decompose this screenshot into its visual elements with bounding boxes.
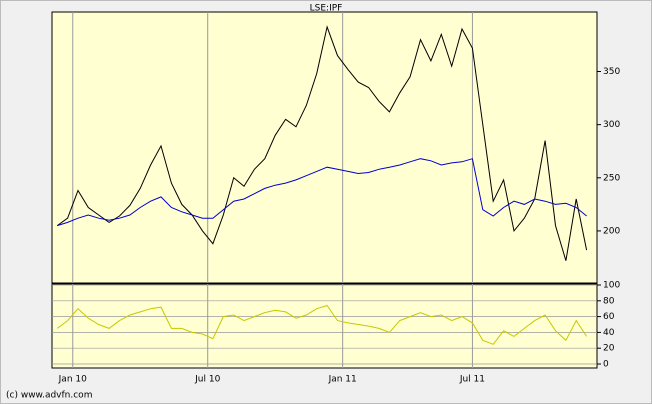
rsi-panel: [51, 283, 598, 369]
y-tick-label: 40: [603, 328, 615, 338]
x-tick-label: Jan 10: [58, 375, 87, 385]
x-tick-label: Jul 11: [459, 375, 485, 385]
series-line: [56, 25, 588, 261]
x-tick-label: Jan 11: [328, 375, 357, 385]
price-panel: [51, 11, 598, 284]
y-tick-label: 80: [603, 296, 615, 306]
y-tick-label: 20: [603, 344, 615, 354]
y-tick-label: 250: [603, 173, 620, 183]
y-tick-label: 60: [603, 312, 615, 322]
footer: (c) www.advfn.com: [6, 391, 92, 401]
series-line: [57, 158, 587, 227]
y-tick-label: 200: [603, 226, 620, 236]
x-tick-label: Jul 10: [194, 375, 220, 385]
series-line: [56, 304, 588, 345]
y-tick-label: 100: [603, 281, 620, 291]
chart-title: LSE:IPF: [310, 4, 343, 14]
y-tick-label: 350: [603, 67, 620, 77]
y-tick-label: 0: [603, 360, 609, 370]
y-tick-label: 300: [603, 120, 620, 130]
